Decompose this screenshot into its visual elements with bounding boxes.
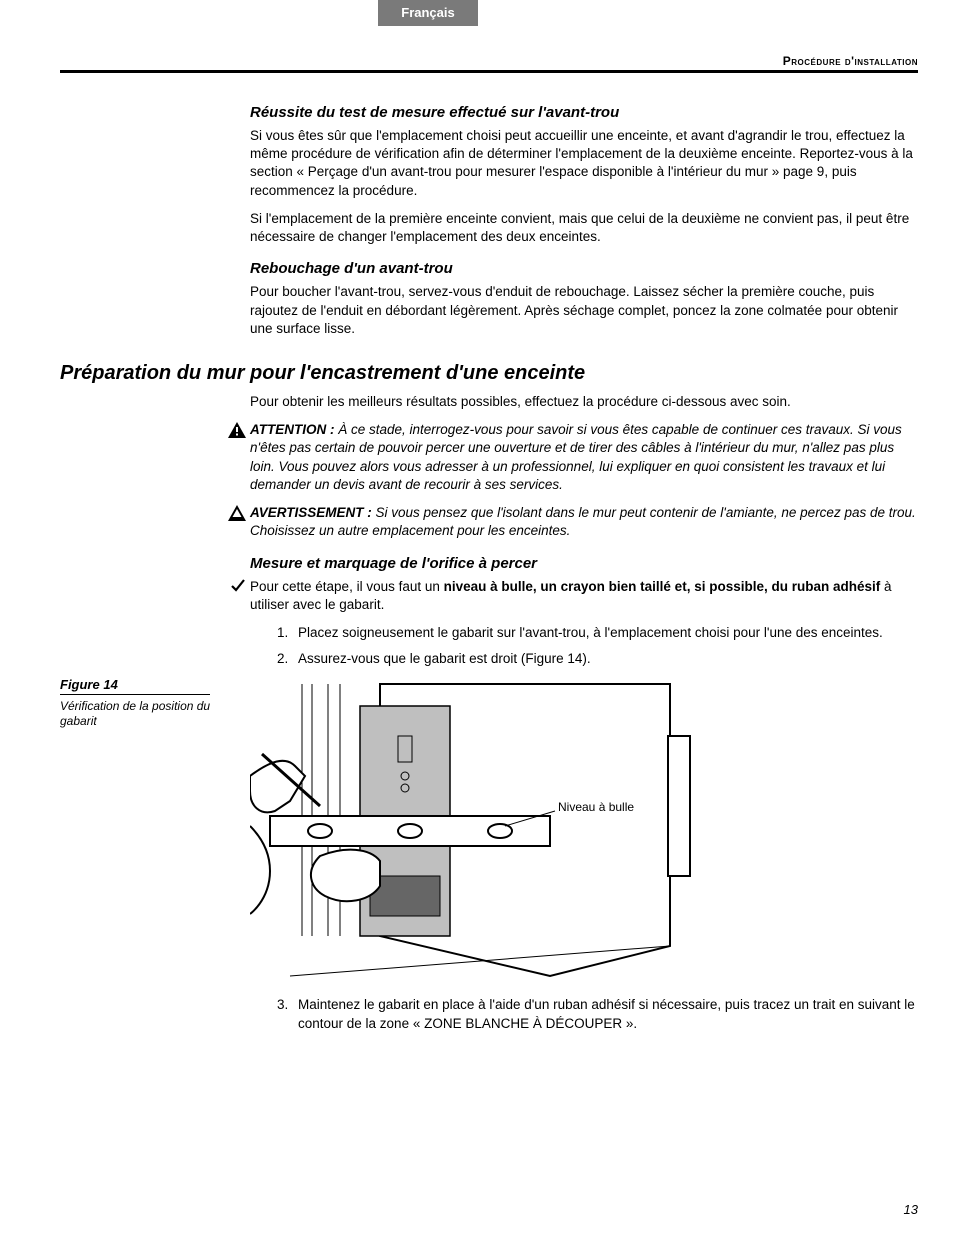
paragraph: Pour boucher l'avant-trou, servez-vous d… — [250, 283, 918, 338]
paragraph: Si l'emplacement de la première enceinte… — [250, 210, 918, 246]
figure-caption: Vérification de la position du gabarit — [60, 699, 220, 729]
figure-14: Figure 14 Vérification de la position du… — [60, 676, 918, 986]
tools-line: Pour cette étape, il vous faut un niveau… — [250, 578, 918, 614]
warning-icon — [228, 505, 246, 521]
figure-illustration: Niveau à bulle — [250, 676, 730, 986]
header-rule — [60, 70, 918, 73]
step-3: Maintenez le gabarit en place à l'aide d… — [292, 996, 918, 1032]
attention-notice: ATTENTION : À ce stade, interrogez-vous … — [250, 421, 918, 494]
subheading-mesure: Mesure et marquage de l'orifice à percer — [250, 555, 918, 572]
step-2: Assurez-vous que le gabarit est droit (F… — [292, 650, 918, 668]
figure-label: Figure 14 — [60, 677, 210, 695]
tools-pre: Pour cette étape, il vous faut un — [250, 579, 444, 594]
page-number: 13 — [904, 1202, 918, 1217]
main-heading: Préparation du mur pour l'encastrement d… — [60, 362, 918, 385]
step-1: Placez soigneusement le gabarit sur l'av… — [292, 624, 918, 642]
language-tab: Français — [378, 0, 478, 26]
tools-bold: niveau à bulle, un crayon bien taillé et… — [444, 579, 881, 594]
subheading-success-test: Réussite du test de mesure effectué sur … — [250, 104, 918, 121]
attention-label: ATTENTION : — [250, 422, 335, 437]
steps-list: Placez soigneusement le gabarit sur l'av… — [292, 624, 918, 668]
steps-list-continued: Maintenez le gabarit en place à l'aide d… — [292, 996, 918, 1032]
attention-text: À ce stade, interrogez-vous pour savoir … — [250, 422, 902, 492]
paragraph: Si vous êtes sûr que l'emplacement chois… — [250, 127, 918, 200]
paragraph: Pour obtenir les meilleurs résultats pos… — [250, 393, 918, 411]
avertissement-notice: AVERTISSEMENT : Si vous pensez que l'iso… — [250, 504, 918, 540]
warning-icon — [228, 422, 246, 438]
subheading-rebouchage: Rebouchage d'un avant-trou — [250, 260, 918, 277]
figure-callout: Niveau à bulle — [558, 800, 634, 814]
avertissement-label: AVERTISSEMENT : — [250, 505, 372, 520]
checkmark-icon — [230, 578, 246, 594]
section-header: Procédure d'installation — [60, 54, 918, 68]
